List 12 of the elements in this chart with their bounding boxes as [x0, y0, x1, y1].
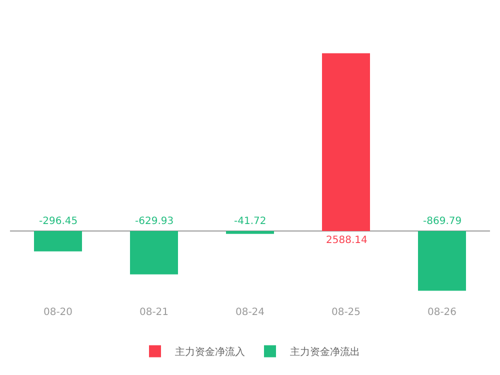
data-label: -629.93 — [135, 216, 174, 227]
legend-label: 主力资金净流入 — [175, 346, 245, 358]
x-tick-label: 08-20 — [43, 307, 73, 318]
legend-label: 主力资金净流出 — [290, 346, 360, 358]
x-tick-label: 08-21 — [139, 307, 169, 318]
data-label: -296.45 — [39, 216, 78, 227]
data-label: -41.72 — [234, 216, 266, 227]
data-label: -869.79 — [423, 216, 462, 227]
data-label: 2588.14 — [326, 235, 368, 246]
x-tick-label: 08-24 — [235, 307, 265, 318]
x-tick-label: 08-26 — [427, 307, 457, 318]
x-tick-label: 08-25 — [331, 307, 361, 318]
